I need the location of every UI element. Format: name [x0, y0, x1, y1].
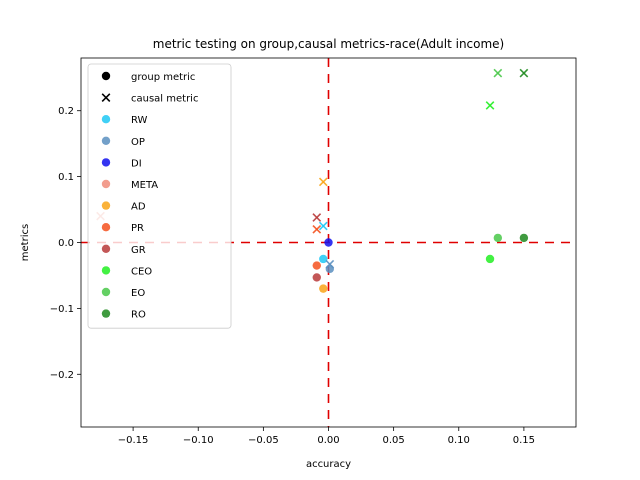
x-tick-label: −0.15: [118, 435, 149, 446]
causal-point-stroke: [519, 68, 529, 78]
legend-x-marker: [101, 93, 111, 102]
legend: group metric causal metric RW OP DI META AD PR G…: [87, 63, 232, 329]
causal-point-gr: [312, 213, 322, 222]
legend-circle-marker: [101, 71, 111, 81]
group-point-ad: [319, 284, 328, 293]
legend-item-ad: AD: [101, 201, 146, 213]
group-point-rw: [319, 254, 328, 264]
legend-color-marker: [101, 136, 111, 145]
x-tick-label: 0.10: [448, 435, 470, 446]
legend-label: AD: [131, 202, 146, 213]
legend-item-gr: GR: [101, 244, 146, 256]
y-tick-label: −0.1: [50, 304, 74, 315]
x-tick-label: 0.15: [513, 435, 535, 446]
causal-point-stroke: [312, 213, 322, 222]
causal-point-eo: [493, 68, 503, 78]
legend-color-marker: [101, 287, 111, 297]
legend-label: META: [131, 180, 158, 191]
legend-item: causal metric: [101, 93, 198, 105]
legend-item-rw: RW: [101, 115, 148, 126]
legend-color-marker: [101, 309, 111, 318]
y-axis-label: metrics: [20, 224, 31, 261]
causal-point-stroke: [325, 259, 335, 269]
group-point-op: [325, 264, 335, 274]
x-tick-label: −0.10: [183, 435, 214, 446]
legend-item-di: DI: [101, 158, 142, 169]
legend-label: RO: [131, 310, 146, 321]
legend-item-ceo: CEO: [101, 266, 152, 277]
legend-label: GR: [131, 245, 146, 256]
y-tick-label: −0.2: [50, 370, 74, 381]
causal-point-op: [325, 259, 335, 269]
legend-box: [87, 63, 232, 329]
legend-label: RW: [131, 115, 148, 126]
legend-label: CEO: [131, 266, 152, 277]
legend-color-marker: [101, 115, 111, 124]
axes: −0.15 −0.10 −0.05 0.00 0.05 0.10 0.15 −0.2 −0.1 0…: [50, 106, 535, 446]
legend-label: DI: [131, 158, 142, 169]
legend-item-ro: RO: [101, 309, 146, 321]
causal-point-rw: [318, 221, 328, 231]
causal-point-stroke: [312, 224, 322, 234]
causal-point-ad: [318, 177, 328, 187]
legend-item-op: OP: [101, 136, 145, 148]
legend-color-marker: [101, 158, 111, 167]
group-point-gr: [312, 273, 321, 282]
legend-color-marker: [101, 244, 111, 253]
causal-point-stroke: [318, 177, 328, 187]
causal-point-stroke: [493, 68, 503, 78]
y-tick-label: 0.1: [58, 172, 74, 183]
legend-item-pr: PR: [101, 223, 144, 234]
causal-point-pr: [312, 224, 322, 234]
group-point-pr: [312, 261, 321, 270]
legend-label: PR: [131, 223, 144, 234]
group-point-ceo: [485, 254, 495, 264]
causal-point-stroke: [485, 101, 495, 110]
causal-point-ro: [519, 68, 529, 78]
legend-label: EO: [131, 288, 145, 299]
group-point-di: [324, 238, 333, 247]
x-tick-label: 0.05: [382, 435, 404, 446]
legend-label: causal metric: [131, 94, 198, 105]
legend-item: group metric: [101, 71, 195, 83]
legend-color-marker: [101, 201, 111, 210]
x-tick-label: 0.00: [317, 435, 339, 446]
legend-label: OP: [131, 137, 145, 148]
y-tick-label: 0.2: [58, 106, 74, 117]
legend-label: group metric: [131, 72, 195, 83]
chart-title: metric testing on group,causal metrics-r…: [153, 37, 505, 51]
legend-color-marker: [101, 223, 111, 232]
legend-color-marker: [101, 266, 111, 275]
legend-item-meta: META: [101, 179, 158, 191]
group-point-eo: [493, 233, 503, 243]
legend-color-marker: [101, 179, 111, 189]
causal-point-stroke: [318, 221, 328, 231]
y-tick-label: 0.0: [58, 238, 74, 249]
group-point-ro: [519, 233, 529, 243]
x-axis-label: accuracy: [306, 459, 351, 470]
x-tick-label: −0.05: [248, 435, 279, 446]
legend-item-eo: EO: [101, 287, 145, 299]
causal-point-ceo: [485, 101, 495, 110]
